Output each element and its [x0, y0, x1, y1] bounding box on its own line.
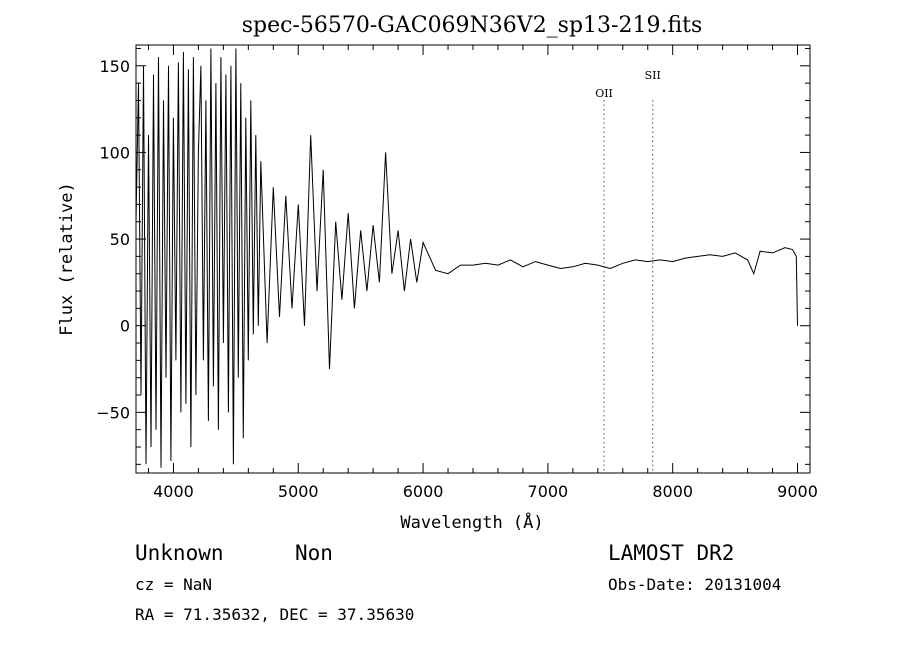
x-tick-label: 9000 — [777, 482, 818, 501]
sky-coordinates: RA = 71.35632, DEC = 37.35630 — [135, 605, 414, 624]
object-subclass: Non — [295, 541, 333, 565]
chart-title: spec-56570-GAC069N36V2_sp13-219.fits — [242, 13, 703, 38]
y-tick-label: 0 — [120, 317, 130, 336]
x-tick-label: 4000 — [153, 482, 194, 501]
x-tick-label: 6000 — [403, 482, 444, 501]
redshift-cz: cz = NaN — [135, 575, 212, 594]
emission-line-label: OII — [595, 87, 613, 100]
y-tick-label: 150 — [99, 57, 130, 76]
y-tick-label: 100 — [99, 143, 130, 162]
object-class: Unknown — [135, 541, 224, 565]
y-axis-label: Flux (relative) — [57, 182, 77, 336]
x-axis-label: Wavelength (Å) — [400, 511, 543, 533]
y-tick-label: 50 — [110, 230, 130, 249]
x-tick-label: 8000 — [652, 482, 693, 501]
observation-date: Obs-Date: 20131004 — [608, 575, 781, 594]
emission-lines: OII SII — [595, 69, 661, 473]
spectrum-series — [136, 48, 798, 468]
survey-name: LAMOST DR2 — [608, 541, 734, 565]
spectrum-line — [136, 48, 798, 468]
y-axis: −50 0 50 100 150 — [96, 47, 810, 465]
emission-line-label: SII — [645, 69, 661, 82]
x-tick-label: 7000 — [528, 482, 569, 501]
y-tick-label: −50 — [96, 403, 130, 422]
x-axis: 4000 5000 6000 7000 8000 9000 — [147, 45, 818, 501]
x-tick-label: 5000 — [278, 482, 319, 501]
